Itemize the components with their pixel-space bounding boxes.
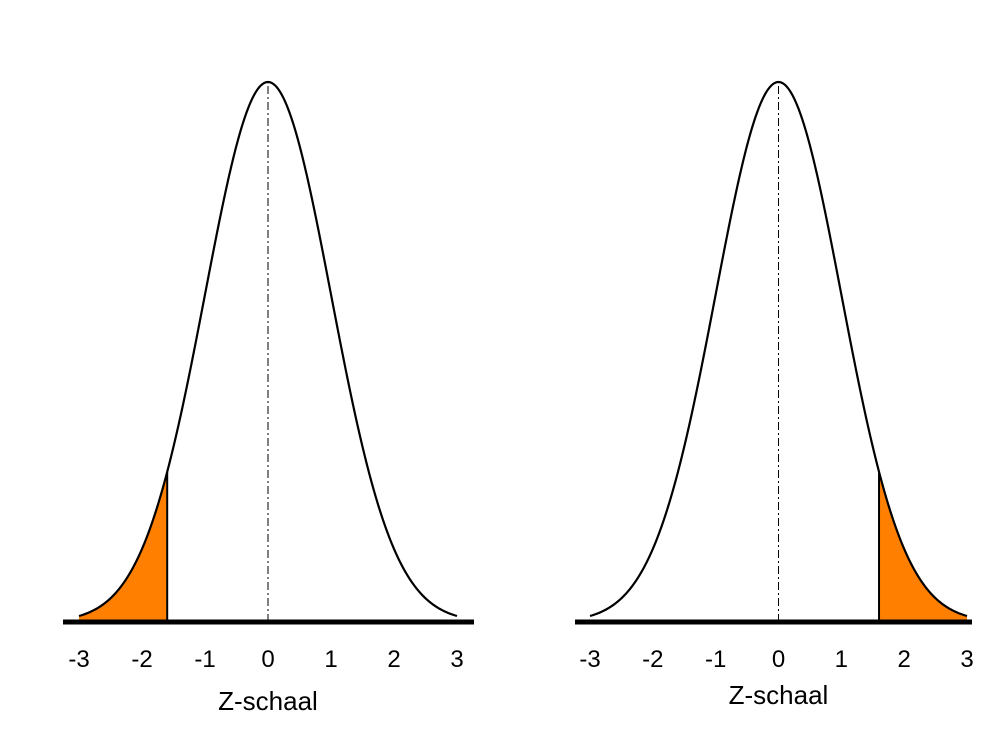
x-tick-label: -2 xyxy=(131,646,152,673)
x-tick-label: 2 xyxy=(387,646,400,673)
x-tick-label: 3 xyxy=(960,646,973,673)
x-tick-label: -1 xyxy=(705,646,726,673)
x-tick-label: -2 xyxy=(642,646,663,673)
x-tick-label: -3 xyxy=(68,646,89,673)
x-tick-label: -1 xyxy=(194,646,215,673)
x-tick-labels: -3 -2 -1 0 1 2 3 xyxy=(68,646,463,673)
shaded-area-right-tail xyxy=(879,471,967,622)
x-tick-label: 1 xyxy=(835,646,848,673)
panel-left: -3 -2 -1 0 1 2 3 Z-schaal xyxy=(63,80,474,716)
x-tick-label: 3 xyxy=(450,646,463,673)
x-axis-label: Z-schaal xyxy=(729,680,829,710)
panel-right: -3 -2 -1 0 1 2 3 Z-schaal xyxy=(575,80,974,710)
x-tick-label: -3 xyxy=(579,646,600,673)
x-tick-label: 0 xyxy=(261,646,274,673)
x-tick-labels: -3 -2 -1 0 1 2 3 xyxy=(579,646,973,673)
shaded-area-left-tail xyxy=(79,471,168,622)
x-tick-label: 1 xyxy=(324,646,337,673)
x-axis-label: Z-schaal xyxy=(218,686,318,716)
x-tick-label: 2 xyxy=(897,646,910,673)
x-tick-label: 0 xyxy=(772,646,785,673)
